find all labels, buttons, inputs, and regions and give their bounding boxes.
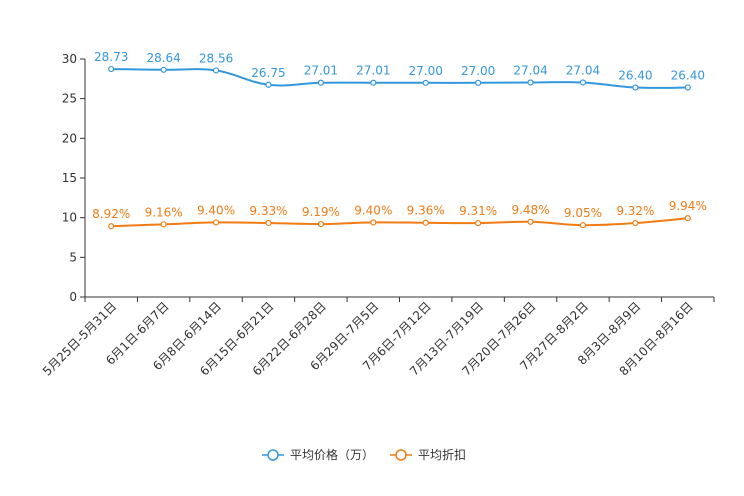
series-2: 8.92% 9.16% 9.40% 9.33% 9.19% 9.40% 9.36% 9.31%… — [92, 199, 707, 230]
data-point[interactable] — [422, 219, 429, 226]
data-point[interactable] — [527, 79, 534, 86]
data-label: 27.01 — [356, 64, 390, 78]
data-point[interactable] — [370, 219, 377, 226]
y-tick-label: 15 — [62, 171, 77, 185]
data-point[interactable] — [475, 220, 482, 227]
y-tick-label: 25 — [62, 92, 77, 106]
data-label: 26.40 — [671, 69, 705, 83]
legend-item-2[interactable]: 平均折扣 — [390, 447, 466, 462]
y-tick-label: 20 — [62, 131, 77, 145]
data-label: 9.33% — [249, 204, 287, 218]
data-point[interactable] — [632, 84, 639, 91]
data-point[interactable] — [108, 65, 115, 73]
data-label: 27.04 — [566, 63, 600, 77]
data-label: 26.75 — [251, 66, 285, 80]
data-label: 9.48% — [511, 203, 549, 217]
legend-label: 平均折扣 — [418, 447, 466, 462]
legend[interactable]: 平均价格（万） 平均折扣 — [262, 447, 466, 462]
data-point[interactable] — [527, 218, 534, 225]
data-label: 27.00 — [461, 64, 495, 78]
y-tick-label: 30 — [62, 52, 77, 66]
legend-marker — [267, 449, 279, 461]
data-label: 9.19% — [302, 205, 340, 219]
data-label: 28.56 — [199, 51, 233, 65]
series-1: 28.73 28.64 28.56 26.75 27.01 27.01 27.00 27.00… — [94, 50, 705, 91]
legend-marker — [395, 449, 407, 461]
legend-item-1[interactable]: 平均价格（万） — [262, 447, 374, 462]
data-point[interactable] — [108, 223, 115, 230]
data-label: 9.16% — [145, 205, 183, 219]
data-point[interactable] — [475, 79, 482, 86]
data-point[interactable] — [632, 219, 639, 227]
data-point[interactable] — [212, 219, 220, 226]
data-label: 27.01 — [304, 64, 338, 78]
data-label: 9.36% — [407, 204, 445, 218]
data-point[interactable] — [265, 219, 272, 227]
y-tick-label: 0 — [69, 290, 77, 304]
data-point[interactable] — [422, 79, 429, 86]
data-label: 26.40 — [618, 69, 652, 83]
data-point[interactable] — [317, 79, 324, 86]
data-label: 28.73 — [94, 50, 128, 64]
data-point[interactable] — [160, 66, 167, 73]
data-label: 9.31% — [459, 204, 497, 218]
x-axis: 5月25日-5月31日6月1日-6月7日6月8日-6月14日6月15日-6月21… — [40, 296, 715, 379]
data-label: 28.64 — [146, 51, 180, 65]
x-tick-label: 5月25日-5月31日 — [40, 299, 119, 378]
y-axis: 0 5 10 15 20 25 30 — [62, 52, 86, 304]
data-point[interactable] — [370, 79, 377, 86]
y-tick-label: 10 — [62, 211, 77, 225]
data-point[interactable] — [579, 79, 587, 86]
series-line — [111, 68, 688, 89]
data-point[interactable] — [579, 222, 587, 229]
y-tick-label: 5 — [69, 250, 77, 264]
data-label: 27.00 — [409, 64, 443, 78]
data-point[interactable] — [265, 81, 272, 88]
data-label: 9.40% — [354, 203, 392, 217]
data-point[interactable] — [212, 67, 220, 74]
data-point[interactable] — [684, 215, 691, 222]
data-label: 9.05% — [564, 206, 602, 220]
data-label: 9.32% — [616, 204, 654, 218]
series-layer: 28.73 28.64 28.56 26.75 27.01 27.01 27.00 27.00… — [92, 50, 707, 230]
data-label: 8.92% — [92, 207, 130, 221]
data-label: 9.94% — [669, 199, 707, 213]
data-point[interactable] — [317, 220, 324, 228]
data-label: 9.40% — [197, 203, 235, 217]
data-point[interactable] — [684, 84, 691, 91]
legend-label: 平均价格（万） — [290, 447, 374, 462]
data-label: 27.04 — [513, 63, 547, 77]
series-line — [111, 217, 688, 228]
data-point[interactable] — [160, 221, 167, 228]
